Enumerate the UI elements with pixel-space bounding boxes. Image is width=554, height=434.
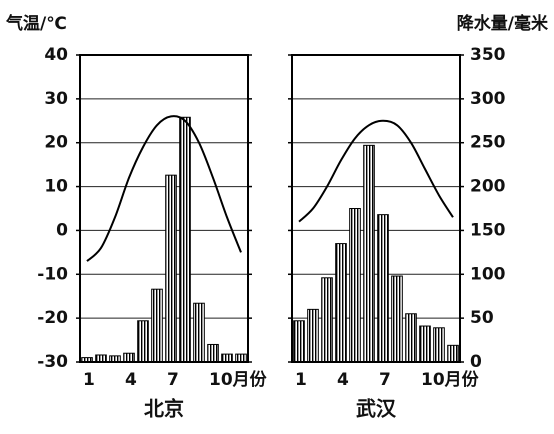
precip-bar (447, 344, 459, 363)
y-axis-title: 气温/℃ (5, 13, 67, 34)
x-tick-label: 1 (83, 370, 95, 390)
precip-bar (193, 302, 205, 363)
precip-bar (391, 275, 403, 363)
precip-bar (335, 243, 347, 363)
y2-tick-label: 350 (470, 45, 506, 65)
y-tick-label: 40 (44, 45, 68, 65)
y-tick-label: 0 (56, 220, 68, 240)
precip-bar (179, 116, 191, 363)
x-tick-label: 4 (125, 370, 137, 390)
precip-bar (349, 208, 361, 363)
temperature-line (86, 115, 242, 262)
precip-bar (293, 320, 305, 363)
panel-title: 武汉 (356, 397, 397, 421)
precip-bar (151, 288, 163, 363)
precip-bar (95, 354, 107, 363)
y2-tick-label: 150 (470, 220, 506, 240)
x-tick-label: 4 (337, 370, 349, 390)
x-tick-label: 1 (295, 370, 307, 390)
y2-tick-label: 100 (470, 264, 506, 284)
panel-title: 北京 (144, 397, 184, 421)
y-tick-label: -20 (37, 308, 68, 328)
y-tick-label: 10 (44, 177, 68, 197)
y2-tick-label: 250 (470, 133, 506, 153)
temperature-line (298, 119, 454, 223)
precip-bar (419, 325, 431, 363)
precip-bar (221, 353, 233, 363)
y2-tick-label: 0 (470, 352, 482, 372)
x-tick-label: 7 (379, 370, 391, 390)
y2-tick-label: 50 (470, 308, 494, 328)
precip-bar (165, 174, 177, 363)
x-tick-label: 10月份 (209, 369, 268, 390)
x-tick-label: 10月份 (421, 369, 480, 390)
plot-frame (291, 54, 461, 363)
precip-bar (307, 308, 319, 363)
y-tick-label: 30 (44, 89, 68, 109)
x-tick-label: 7 (167, 370, 179, 390)
y2-axis-title: 降水量/毫米 (457, 13, 549, 34)
precip-bar (363, 144, 375, 363)
precip-bar (235, 353, 247, 363)
precip-bar (405, 313, 417, 363)
precip-bar (377, 214, 389, 363)
y-tick-label: 20 (44, 133, 68, 153)
y-tick-label: -10 (37, 264, 68, 284)
precip-bar (433, 327, 445, 363)
plot-frame (79, 54, 249, 363)
precip-bar (207, 343, 219, 363)
y2-tick-label: 200 (470, 177, 506, 197)
precip-bar (137, 320, 149, 363)
y-tick-label: -30 (37, 352, 68, 372)
precip-bar (321, 277, 333, 363)
precip-bar (123, 352, 135, 363)
y2-tick-label: 300 (470, 89, 506, 109)
